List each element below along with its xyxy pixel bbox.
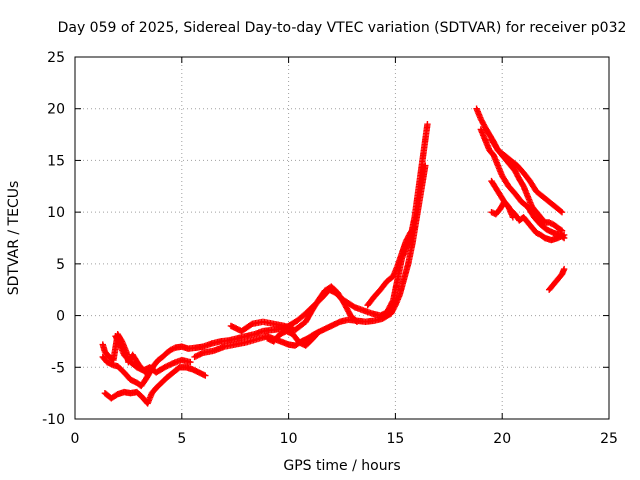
y-tick-label: 5: [56, 257, 65, 273]
chart-title: Day 059 of 2025, Sidereal Day-to-day VTE…: [58, 20, 627, 36]
x-tick-label: 5: [177, 431, 186, 447]
data-point-marker: [558, 227, 566, 234]
data-point-marker: [315, 328, 322, 336]
y-tick-label: -5: [51, 360, 65, 376]
data-point-marker: [558, 208, 566, 216]
data-point-marker: [557, 226, 565, 234]
series-track-b: [101, 364, 209, 407]
data-point-marker: [509, 214, 517, 221]
data-point-marker: [141, 368, 148, 375]
series-track-e: [227, 283, 361, 335]
data-point-marker: [314, 329, 321, 337]
plot-frame: [74, 56, 610, 420]
tick-labels: 0 5 10 15 20 25 -10 -5 0 5 10 15 20 25: [42, 50, 618, 447]
y-tick-label: 20: [47, 102, 65, 118]
data-point-marker: [391, 303, 398, 310]
series-track-n: [99, 330, 149, 376]
series-track-f: [264, 327, 322, 349]
y-tick-label: 10: [47, 205, 65, 221]
gridlines: [75, 57, 609, 419]
y-tick-label: 25: [47, 50, 65, 66]
data-point-marker: [202, 372, 209, 379]
series-track-i: [477, 126, 568, 242]
axis-ticks: [74, 56, 610, 420]
x-axis-label: GPS time / hours: [283, 458, 400, 474]
data-point-marker: [142, 369, 149, 376]
x-tick-label: 10: [280, 431, 298, 447]
data-point-marker: [410, 225, 417, 232]
series-track-a: [99, 121, 431, 390]
y-tick-label: 15: [47, 153, 65, 169]
x-tick-label: 15: [386, 431, 404, 447]
series-track-m: [545, 265, 568, 293]
y-axis-label: SDTVAR / TECUs: [6, 181, 22, 296]
y-tick-label: -10: [42, 412, 65, 428]
data-points: [99, 105, 568, 407]
series-track-k: [488, 177, 568, 244]
data-point-marker: [411, 224, 418, 231]
series-track-j: [488, 136, 566, 216]
data-point-marker: [352, 317, 360, 324]
data-point-marker: [424, 121, 431, 128]
x-tick-label: 25: [600, 431, 618, 447]
series-track-l: [488, 198, 517, 221]
series-track-g: [364, 224, 418, 309]
x-tick-label: 0: [71, 431, 80, 447]
x-tick-label: 20: [493, 431, 511, 447]
data-point-marker: [557, 208, 565, 215]
data-point-marker: [353, 318, 361, 325]
series-track-d: [191, 162, 429, 361]
data-point-marker: [422, 162, 429, 169]
data-point-marker: [560, 231, 568, 239]
y-tick-label: 0: [56, 309, 65, 325]
data-point-marker: [187, 358, 194, 366]
data-point-marker: [560, 265, 568, 273]
